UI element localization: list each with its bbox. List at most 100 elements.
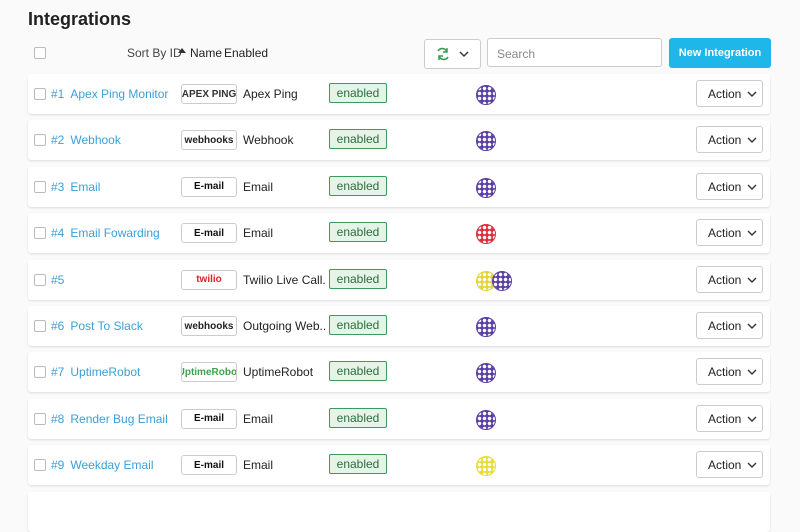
action-button[interactable]: Action: [696, 358, 763, 386]
row-name[interactable]: Post To Slack: [70, 319, 143, 333]
row-checkbox[interactable]: [34, 366, 46, 379]
action-button[interactable]: Action: [696, 265, 763, 293]
row-name[interactable]: Weekday Email: [70, 458, 154, 473]
row-checkbox[interactable]: [34, 134, 46, 147]
owner-avatar: [476, 456, 496, 477]
status-badge: enabled: [329, 83, 387, 103]
action-button[interactable]: Action: [696, 126, 763, 154]
row-name[interactable]: Email Fowarding: [70, 226, 160, 241]
owner-avatar: [476, 363, 496, 384]
row-checkbox[interactable]: [34, 273, 46, 286]
integration-type: UptimeRobot: [243, 365, 314, 380]
status-badge: enabled: [329, 222, 387, 243]
owner-avatar: [476, 85, 496, 105]
search-input[interactable]: Search: [487, 38, 662, 67]
action-button[interactable]: Action: [696, 312, 763, 339]
row-id[interactable]: #1: [51, 87, 65, 101]
row-link[interactable]: #8 Render Bug Email: [51, 412, 168, 426]
action-button[interactable]: Action: [696, 172, 763, 200]
new-integration-button[interactable]: New Integration: [669, 38, 771, 68]
chevron: [747, 369, 757, 376]
chevron: [747, 137, 757, 144]
integration-type: Apex Ping: [243, 87, 298, 101]
status-badge: enabled: [329, 268, 387, 289]
status-badge: enabled: [329, 129, 387, 150]
owner-avatar: [476, 131, 496, 152]
chevron: [747, 230, 757, 237]
row-name[interactable]: Webhook: [70, 133, 121, 148]
integration-logo: E-mail: [181, 176, 237, 197]
integration-logo: APEX PING: [181, 84, 237, 104]
row-card: #3 Email E-mail Email enabled Action: [28, 166, 770, 207]
row-id[interactable]: #5: [51, 272, 65, 287]
owner-avatar: [492, 270, 512, 291]
row-id[interactable]: #3: [51, 179, 65, 194]
page: Integrations Sort By ID Name Enabled Sea…: [28, 9, 771, 486]
integration-type: Email: [243, 226, 274, 241]
page-title: Integrations: [28, 9, 132, 29]
row-name[interactable]: Render Bug Email: [70, 411, 168, 426]
integration-type: Email: [243, 458, 274, 473]
row-id[interactable]: #7: [51, 365, 65, 380]
action-button[interactable]: Action: [696, 404, 763, 432]
integration-type: Email: [243, 179, 274, 194]
row-checkbox[interactable]: [34, 180, 46, 193]
owner-avatar: [476, 177, 496, 198]
row-name[interactable]: Email: [70, 179, 101, 194]
select-all[interactable]: [34, 47, 46, 59]
integration-logo: webhooks: [181, 316, 237, 336]
refresh-button[interactable]: [424, 39, 481, 69]
integration-logo: E-mail: [181, 408, 237, 429]
row-card: #9 Weekday Email E-mail Email enabled Action: [28, 445, 770, 486]
col-name[interactable]: Name: [190, 46, 223, 60]
row-id[interactable]: #6: [51, 319, 65, 333]
integration-type: Webhook: [243, 133, 294, 148]
status-badge: enabled: [329, 361, 387, 382]
row-id[interactable]: #2: [51, 133, 65, 148]
row-card: [28, 492, 770, 532]
row-link[interactable]: #5: [51, 273, 64, 287]
row-link[interactable]: #6 Post To Slack: [51, 319, 143, 333]
row-link[interactable]: #7 UptimeRobot: [51, 365, 140, 379]
sort-label[interactable]: Sort By ID: [127, 46, 182, 60]
row-name[interactable]: UptimeRobot: [70, 365, 141, 380]
status-badge: enabled: [329, 315, 387, 335]
row-link[interactable]: #3 Email: [51, 180, 100, 194]
row-card: #1 Apex Ping Monitor APEX PING Apex Ping ena…: [28, 74, 770, 114]
row-checkbox[interactable]: [34, 320, 46, 332]
chevron: [747, 323, 757, 329]
row-card: #5 twilio Twilio Live Call... enabled Action: [28, 259, 770, 300]
integration-logo: webhooks: [181, 130, 237, 151]
integration-logo: E-mail: [181, 223, 237, 244]
row-card: #4 Email Fowarding E-mail Email enabled Actio…: [28, 213, 770, 254]
action-button[interactable]: Action: [696, 451, 763, 479]
row-link[interactable]: #1 Apex Ping Monitor: [51, 87, 168, 101]
integration-logo: E-mail: [181, 455, 237, 476]
chevron: [747, 184, 757, 190]
action-button[interactable]: Action: [696, 80, 763, 107]
owner-avatar: [476, 317, 496, 337]
integration-logo: UptimeRobot: [181, 362, 237, 383]
chevron: [747, 416, 757, 422]
row-name[interactable]: Apex Ping Monitor: [70, 87, 169, 101]
row-checkbox[interactable]: [34, 88, 46, 100]
row-card: #2 Webhook webhooks Webhook enabled Action: [28, 120, 770, 161]
row-id[interactable]: #4: [51, 226, 65, 241]
row-id[interactable]: #9: [51, 458, 65, 473]
integration-logo: twilio: [181, 269, 237, 290]
row-checkbox[interactable]: [34, 412, 46, 425]
status-badge: enabled: [329, 175, 387, 196]
col-enabled[interactable]: Enabled: [224, 46, 269, 60]
row-checkbox[interactable]: [34, 227, 46, 240]
row-card: #6 Post To Slack webhooks Outgoing Web... en…: [28, 306, 770, 346]
row-link[interactable]: #2 Webhook: [51, 133, 121, 147]
owner-avatar: [476, 409, 496, 430]
row-id[interactable]: #8: [51, 411, 65, 426]
action-button[interactable]: Action: [696, 219, 763, 247]
row-link[interactable]: #9 Weekday Email: [51, 458, 154, 472]
row-checkbox[interactable]: [34, 459, 46, 472]
row-link[interactable]: #4 Email Fowarding: [51, 226, 160, 240]
row-card: #8 Render Bug Email E-mail Email enabled Acti…: [28, 398, 770, 439]
integration-type: Outgoing Web...: [243, 319, 325, 333]
integration-type: Email: [243, 411, 274, 426]
